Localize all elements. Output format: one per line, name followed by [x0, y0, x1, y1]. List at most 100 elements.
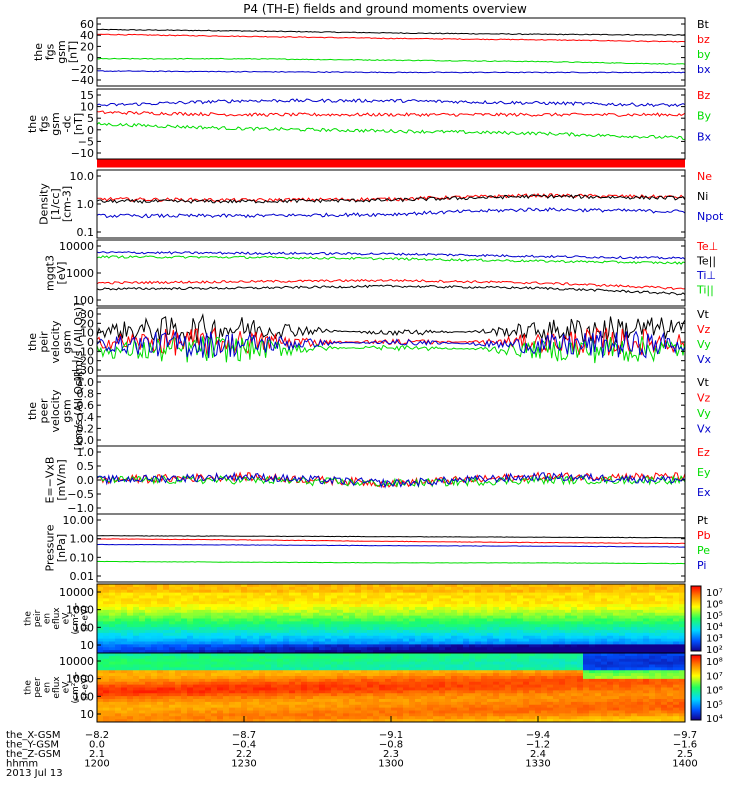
heatmap-cell — [253, 644, 260, 648]
heatmap-cell — [193, 601, 200, 605]
heatmap-cell — [541, 678, 548, 683]
heatmap-cell — [175, 615, 182, 619]
heatmap-cell — [391, 595, 398, 599]
heatmap-cell — [673, 673, 680, 677]
heatmap-cell — [415, 647, 422, 651]
heatmap-cell — [529, 609, 536, 614]
heatmap-cell — [205, 699, 212, 703]
heatmap-cell — [457, 584, 464, 588]
heatmap-cell — [529, 719, 536, 723]
heatmap-cell — [601, 584, 608, 588]
heatmap-cell — [553, 719, 560, 723]
heatmap-cell — [277, 664, 284, 668]
y-axis-label-line: sr-eV) — [81, 605, 91, 631]
heatmap-cell — [163, 644, 170, 648]
heatmap-cell — [637, 612, 644, 617]
heatmap-cell — [223, 690, 230, 694]
heatmap-cell — [385, 632, 392, 637]
heatmap-cell — [679, 701, 686, 706]
heatmap-cell — [385, 670, 392, 674]
heatmap-cell — [211, 586, 218, 591]
heatmap-cell — [457, 667, 464, 671]
heatmap-cell — [649, 627, 656, 631]
heatmap-cell — [169, 690, 176, 694]
heatmap-cell — [427, 713, 434, 717]
heatmap-cell — [415, 589, 422, 594]
heatmap-cell — [313, 699, 320, 703]
heatmap-cell — [571, 615, 578, 619]
heatmap-cell — [541, 701, 548, 706]
heatmap-cell — [241, 664, 248, 668]
heatmap-cell — [667, 707, 674, 711]
heatmap-cell — [625, 719, 632, 723]
heatmap-cell — [661, 661, 668, 665]
heatmap-cell — [391, 635, 398, 640]
heatmap-cell — [463, 598, 470, 602]
heatmap-cell — [427, 707, 434, 711]
heatmap-cell — [241, 661, 248, 665]
heatmap-cell — [235, 699, 242, 703]
heatmap-cell — [211, 670, 218, 674]
heatmap-cell — [607, 661, 614, 665]
heatmap-cell — [271, 601, 278, 605]
heatmap-cell — [109, 595, 116, 599]
heatmap-cell — [121, 699, 128, 703]
heatmap-cell — [175, 664, 182, 668]
heatmap-cell — [115, 678, 122, 683]
heatmap-cell — [349, 670, 356, 674]
heatmap-cell — [421, 716, 428, 720]
heatmap-cell — [673, 704, 680, 709]
heatmap-cell — [499, 684, 506, 688]
heatmap-cell — [577, 630, 584, 634]
heatmap-cell — [289, 710, 296, 714]
heatmap-cell — [247, 719, 254, 723]
heatmap-cell — [499, 630, 506, 634]
heatmap-cell — [139, 704, 146, 709]
heatmap-cell — [391, 707, 398, 711]
heatmap-cell — [277, 704, 284, 709]
heatmap-cell — [241, 641, 248, 645]
heatmap-cell — [385, 690, 392, 694]
heatmap-cell — [655, 584, 662, 588]
heatmap-cell — [475, 644, 482, 648]
heatmap-cell — [565, 647, 572, 651]
heatmap-cell — [553, 658, 560, 663]
heatmap-cell — [373, 650, 380, 654]
heatmap-cell — [115, 690, 122, 694]
heatmap-cell — [199, 719, 206, 723]
heatmap-cell — [193, 627, 200, 631]
heatmap-cell — [247, 592, 254, 596]
heatmap-cell — [181, 598, 188, 602]
heatmap-cell — [505, 704, 512, 709]
heatmap-cell — [667, 684, 674, 688]
heatmap-cell — [577, 684, 584, 688]
heatmap-cell — [121, 624, 128, 628]
heatmap-cell — [97, 658, 104, 663]
y-tick-label: −30 — [71, 364, 94, 377]
heatmap-cell — [487, 681, 494, 686]
heatmap-cell — [313, 618, 320, 622]
heatmap-cell — [433, 589, 440, 594]
heatmap-cell — [367, 632, 374, 637]
heatmap-cell — [367, 661, 374, 665]
heatmap-cell — [583, 693, 590, 697]
heatmap-cell — [391, 678, 398, 683]
heatmap-cell — [289, 609, 296, 614]
heatmap-cell — [673, 644, 680, 648]
heatmap-cell — [565, 676, 572, 680]
heatmap-cell — [337, 650, 344, 654]
heatmap-cell — [223, 615, 230, 619]
heatmap-cell — [289, 624, 296, 628]
heatmap-cell — [385, 621, 392, 625]
heatmap-cell — [199, 592, 206, 596]
heatmap-cell — [193, 673, 200, 677]
heatmap-cell — [415, 704, 422, 709]
heatmap-cell — [625, 641, 632, 645]
y-axis-label-line: peer — [33, 677, 43, 698]
heatmap-cell — [457, 713, 464, 717]
heatmap-cell — [229, 609, 236, 614]
heatmap-cell — [247, 601, 254, 605]
heatmap-cell — [523, 693, 530, 697]
heatmap-cell — [163, 684, 170, 688]
heatmap-cell — [379, 693, 386, 697]
